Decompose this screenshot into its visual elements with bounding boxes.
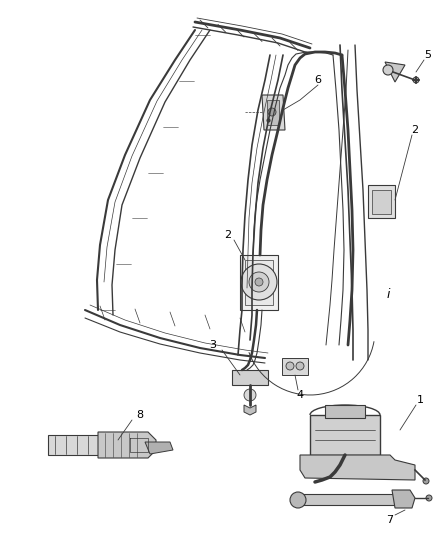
Text: 5: 5	[424, 50, 431, 60]
Polygon shape	[310, 415, 380, 455]
Polygon shape	[282, 358, 308, 375]
Polygon shape	[368, 185, 395, 218]
Text: 1: 1	[417, 395, 424, 405]
Polygon shape	[232, 370, 268, 385]
Polygon shape	[244, 405, 256, 415]
Circle shape	[255, 278, 263, 286]
Polygon shape	[98, 432, 156, 458]
Polygon shape	[240, 255, 278, 310]
Circle shape	[426, 495, 432, 501]
Text: 4: 4	[297, 390, 304, 400]
Text: 2: 2	[224, 230, 232, 240]
Text: i: i	[386, 288, 390, 302]
Polygon shape	[267, 100, 279, 125]
Polygon shape	[145, 442, 173, 454]
Text: 6: 6	[314, 75, 321, 85]
Polygon shape	[372, 190, 391, 214]
Polygon shape	[48, 435, 100, 455]
Text: 7: 7	[386, 515, 394, 525]
Text: 8: 8	[137, 410, 144, 420]
Circle shape	[241, 264, 277, 300]
Circle shape	[268, 108, 276, 116]
Polygon shape	[325, 405, 365, 418]
Circle shape	[423, 478, 429, 484]
Text: 3: 3	[209, 340, 216, 350]
Circle shape	[413, 77, 419, 83]
Polygon shape	[298, 494, 395, 505]
Circle shape	[296, 362, 304, 370]
Polygon shape	[262, 95, 285, 130]
Polygon shape	[392, 490, 415, 508]
Circle shape	[249, 272, 269, 292]
Text: 2: 2	[411, 125, 419, 135]
Circle shape	[290, 492, 306, 508]
Circle shape	[383, 65, 393, 75]
Circle shape	[286, 362, 294, 370]
Polygon shape	[245, 260, 273, 305]
Polygon shape	[300, 455, 415, 480]
Circle shape	[244, 389, 256, 401]
Polygon shape	[385, 62, 405, 82]
